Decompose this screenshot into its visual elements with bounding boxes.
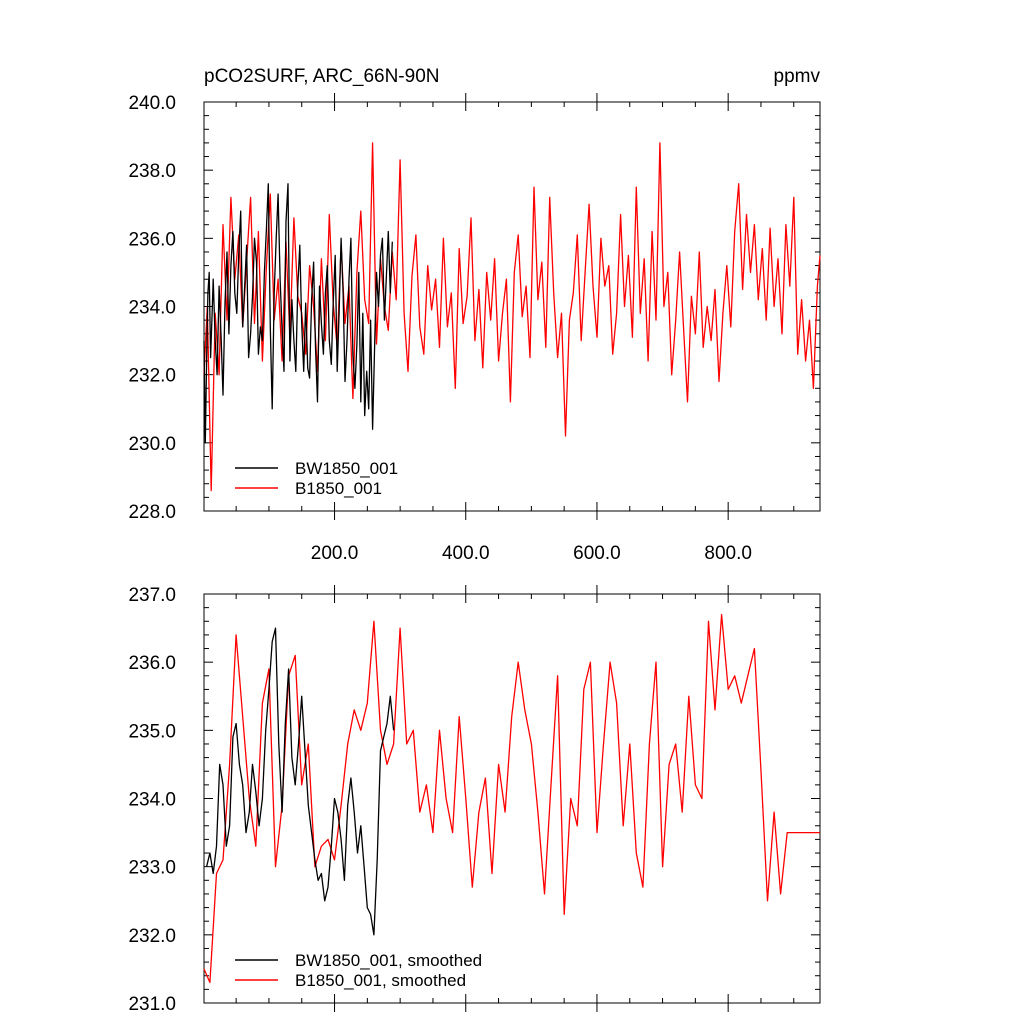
y-tick-label: 236.0 bbox=[128, 653, 176, 674]
y-tick-label: 240.0 bbox=[128, 93, 176, 114]
units-label: ppmv bbox=[774, 66, 821, 87]
legend-label-bw1850-smoothed: BW1850_001, smoothed bbox=[295, 951, 482, 970]
series-lines bbox=[203, 142, 821, 492]
plot-frame bbox=[203, 593, 821, 1004]
legend-label-bw1850: BW1850_001 bbox=[295, 459, 398, 478]
series-line-1 bbox=[203, 142, 821, 492]
series-line-0 bbox=[203, 183, 393, 444]
chart-title: pCO2SURF, ARC_66N-90N bbox=[204, 66, 439, 87]
legend-label-b1850-smoothed: B1850_001, smoothed bbox=[295, 971, 466, 990]
y-tick-label: 234.0 bbox=[128, 790, 176, 811]
y-tick-label: 238.0 bbox=[128, 161, 176, 182]
x-tick-label: 600.0 bbox=[573, 543, 621, 564]
series-line-1 bbox=[203, 613, 820, 984]
axis-ticks bbox=[204, 93, 820, 520]
y-tick-labels: 228.0 230.0 232.0 234.0 236.0 238.0 240.0 bbox=[128, 93, 176, 523]
x-tick-label: 400.0 bbox=[442, 543, 490, 564]
y-tick-labels: 231.0 232.0 233.0 234.0 235.0 236.0 237.0 bbox=[128, 585, 176, 1015]
series-line-0 bbox=[205, 627, 395, 936]
y-tick-label: 237.0 bbox=[128, 585, 176, 606]
axis-ticks bbox=[204, 585, 820, 1012]
y-tick-label: 236.0 bbox=[128, 229, 176, 250]
y-tick-label: 233.0 bbox=[128, 858, 176, 879]
x-tick-label: 200.0 bbox=[311, 543, 359, 564]
y-tick-label: 228.0 bbox=[128, 502, 176, 523]
y-tick-label: 235.0 bbox=[128, 721, 176, 742]
legend: BW1850_001 B1850_001 bbox=[235, 459, 398, 498]
top-panel: pCO2SURF, ARC_66N-90N ppmv 228.0 230.0 232… bbox=[128, 66, 821, 564]
y-tick-label: 231.0 bbox=[128, 994, 176, 1015]
x-tick-label: 800.0 bbox=[704, 543, 752, 564]
legend-label-b1850: B1850_001 bbox=[295, 479, 382, 498]
bottom-panel: 231.0 232.0 233.0 234.0 235.0 236.0 237.0 BW18… bbox=[128, 585, 821, 1015]
legend: BW1850_001, smoothed B1850_001, smoothed bbox=[235, 951, 482, 990]
y-tick-label: 232.0 bbox=[128, 366, 176, 387]
y-tick-label: 230.0 bbox=[128, 434, 176, 455]
y-tick-label: 234.0 bbox=[128, 298, 176, 319]
x-tick-labels: 200.0 400.0 600.0 800.0 bbox=[311, 543, 752, 564]
plot-frame bbox=[203, 101, 821, 512]
series-lines bbox=[203, 613, 820, 984]
y-tick-label: 232.0 bbox=[128, 926, 176, 947]
